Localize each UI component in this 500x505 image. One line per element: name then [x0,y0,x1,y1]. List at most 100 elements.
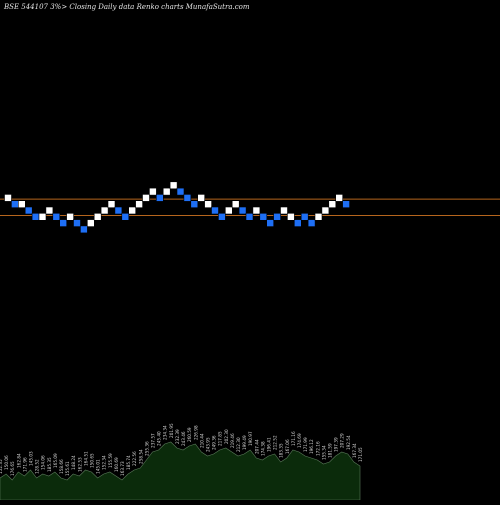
volume-label: 174.38 [260,441,265,456]
volume-label: 152.35 [0,459,3,474]
renko-brick-down [24,206,33,215]
renko-brick-up [149,187,157,196]
renko-brick-down [156,194,164,202]
volume-label: 190.97 [248,431,253,446]
volume-label: 207.29 [340,433,345,448]
volume-label: 210.44 [199,433,204,448]
renko-brick-up [45,206,54,215]
volume-label: 245.40 [157,431,162,446]
renko-brick-up [100,206,109,215]
volume-label: 222.56 [132,451,137,466]
renko-brick-down [52,213,61,221]
volume-label: 226.98 [193,425,198,440]
renko-brick-up [280,206,288,215]
renko-brick-down [176,187,185,196]
volume-label: 145.01 [96,459,101,474]
volume-label: 201.95 [169,423,174,438]
volume-label: 172.16 [315,441,320,456]
volume-label: 148.24 [71,455,76,470]
renko-brick-up [231,200,240,208]
renko-brick-up [314,213,323,221]
volume-label: 237.57 [151,433,156,448]
volume-label: 199.49 [242,435,247,450]
renko-brick-up [128,206,136,215]
volume-label: 171.99 [303,437,308,452]
volume-label: 167.34 [352,443,357,458]
volume-label: 164.51 [83,451,88,466]
renko-brick-down [73,219,81,227]
volume-label: 163.73 [120,461,125,476]
volume-label: 152.34 [102,455,107,470]
renko-brick-up [142,194,150,202]
renko-brick-down [59,219,68,227]
renko-brick-up [328,200,337,208]
renko-brick-up [66,213,74,221]
renko-brick-up [204,200,212,208]
renko-brick-up [93,213,102,221]
renko-brick-down [300,213,309,221]
volume-area-path [0,441,361,501]
renko-brick-down [218,213,226,221]
volume-label: 243.46 [181,431,186,446]
volume-label: 165.09 [53,453,58,468]
volume-label: 212.30 [236,437,241,452]
renko-brick-down [211,206,219,215]
renko-bricks [4,181,350,234]
volume-label: 171.05 [358,447,363,462]
volume-label: 176.65 [10,461,15,476]
volume-label: 185.74 [126,455,131,470]
renko-brick-down [80,225,88,234]
renko-brick-down [245,213,254,221]
renko-brick-up [38,213,47,221]
renko-brick-up [135,200,143,208]
volume-label: 167.06 [285,439,290,454]
volume-label: 160.69 [114,457,119,472]
volume-label: 260.59 [187,427,192,442]
volume-label: 192.54 [346,435,351,450]
volume-label: 258.54 [138,449,143,464]
volume-label: 128.52 [35,459,40,474]
volume-label: 243.95 [206,437,211,452]
renko-brick-down [293,219,302,227]
volume-label: 181.59 [328,443,333,458]
volume-label: 155.34 [321,445,326,460]
renko-brick-up [17,200,26,208]
volume-label: 255.36 [144,441,149,456]
volume-label: 155.59 [108,453,113,468]
renko-brick-down [238,206,247,215]
volume-label: 249.36 [212,435,217,450]
renko-brick-up [4,194,12,202]
volume-label: 217.85 [218,431,223,446]
renko-brick-up [321,206,330,215]
volume-label: 219.46 [230,433,235,448]
chart-title: BSE 544107 3%> Closing Daily data Renko … [4,3,250,11]
volume-area [0,441,361,501]
volume-label: 212.52 [273,435,278,450]
volume-label: 183.35 [279,443,284,458]
renko-brick-up [335,194,344,202]
volume-label: 158.66 [59,459,64,474]
renko-brick-up [252,206,261,215]
volume-label: 145.03 [29,451,34,466]
volume-label: 162.53 [77,457,82,472]
volume-label: 196.12 [309,439,314,454]
volume-label: 185.35 [47,457,52,472]
renko-brick-down [342,200,350,208]
renko-brick-up [169,181,178,190]
volume-label: 155.61 [65,461,70,476]
renko-brick-up [87,219,95,227]
volume-label: 171.16 [291,431,296,446]
renko-brick-up [197,194,205,202]
volume-label: 202.30 [224,429,229,444]
volume-label: 207.44 [254,439,259,454]
renko-brick-down [266,219,275,227]
volume-label: 196.41 [267,437,272,452]
renko-brick-down [11,200,19,208]
volume-label: 171.96 [22,457,27,472]
renko-brick-down [259,213,268,221]
volume-label: 234.34 [163,425,168,440]
volume-label: 150.06 [4,455,9,470]
